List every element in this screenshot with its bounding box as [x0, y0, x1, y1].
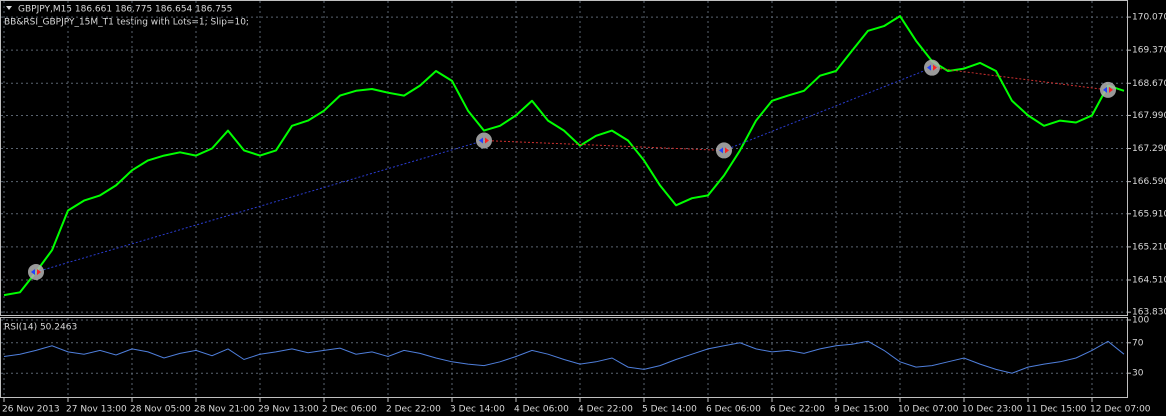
- y-tick-label: 169.370: [1132, 46, 1166, 56]
- trade-arrow: [1109, 86, 1113, 93]
- x-tick-label: 2 Dec 22:00: [386, 405, 441, 415]
- trade-arrow: [485, 137, 489, 144]
- trade-arrow: [927, 64, 931, 71]
- trade-marker: [28, 263, 44, 280]
- trade-arrow: [37, 268, 41, 275]
- trade-arrow: [725, 147, 729, 154]
- trade-arrow: [933, 64, 937, 71]
- rsi-frame: [0, 317, 1128, 398]
- y-tick-label: 168.670: [1132, 79, 1166, 89]
- trade-line: [723, 67, 933, 151]
- trade-arrow: [479, 137, 483, 144]
- trade-line: [35, 140, 485, 273]
- rsi-header: RSI(14) 50.2463: [4, 323, 77, 333]
- x-tick-label: 2 Dec 06:00: [322, 405, 377, 415]
- trade-marker: [924, 59, 940, 76]
- expert-header: BB&RSI_GBPJPY_15M_T1 testing with Lots=1…: [4, 18, 249, 28]
- y-tick-label: 100: [1132, 316, 1149, 326]
- x-tick-label: 4 Dec 06:00: [514, 405, 569, 415]
- x-tick-label: 10 Dec 23:00: [962, 405, 1023, 415]
- x-tick-label: 28 Nov 05:00: [130, 405, 191, 415]
- x-tick-label: 12 Dec 07:00: [1090, 405, 1151, 415]
- trade-line: [931, 67, 1109, 91]
- trade-marker: [716, 142, 732, 159]
- trade-line: [483, 140, 725, 151]
- x-tick-label: 6 Dec 06:00: [706, 405, 761, 415]
- y-tick-label: 167.290: [1132, 144, 1166, 154]
- y-tick-label: 166.590: [1132, 177, 1166, 187]
- x-tick-label: 3 Dec 14:00: [450, 405, 505, 415]
- collapse-icon: [6, 6, 12, 10]
- x-tick-label: 27 Nov 13:00: [66, 405, 127, 415]
- trade-arrow: [719, 147, 723, 154]
- main-frame: [0, 0, 1128, 316]
- x-tick-label: 6 Dec 22:00: [770, 405, 825, 415]
- x-tick-label: 28 Nov 21:00: [194, 405, 255, 415]
- trade-arrow: [1103, 86, 1107, 93]
- rsi-line: [3, 340, 1125, 374]
- trade-marker: [1100, 81, 1116, 98]
- y-tick-label: 167.990: [1132, 111, 1166, 121]
- y-tick-label: 164.510: [1132, 276, 1166, 286]
- x-tick-label: 4 Dec 22:00: [578, 405, 633, 415]
- y-tick-label: 170.070: [1132, 13, 1166, 23]
- y-tick-label: 70: [1132, 338, 1144, 348]
- x-tick-label: 26 Nov 2013: [2, 405, 60, 415]
- x-tick-label: 5 Dec 14:00: [642, 405, 697, 415]
- x-tick-label: 10 Dec 07:00: [898, 405, 959, 415]
- trade-marker: [476, 132, 492, 149]
- x-tick-label: 9 Dec 15:00: [834, 405, 889, 415]
- y-tick-label: 165.210: [1132, 242, 1166, 252]
- x-tick-label: 29 Nov 13:00: [258, 405, 319, 415]
- trade-arrow: [31, 268, 35, 275]
- y-tick-label: 30: [1132, 369, 1144, 379]
- x-tick-label: 11 Dec 15:00: [1026, 405, 1087, 415]
- symbol-header: GBPJPY,M15 186.661 186.775 186.654 186.7…: [18, 5, 232, 15]
- y-tick-label: 163.830: [1132, 308, 1166, 318]
- y-tick-label: 165.910: [1132, 209, 1166, 219]
